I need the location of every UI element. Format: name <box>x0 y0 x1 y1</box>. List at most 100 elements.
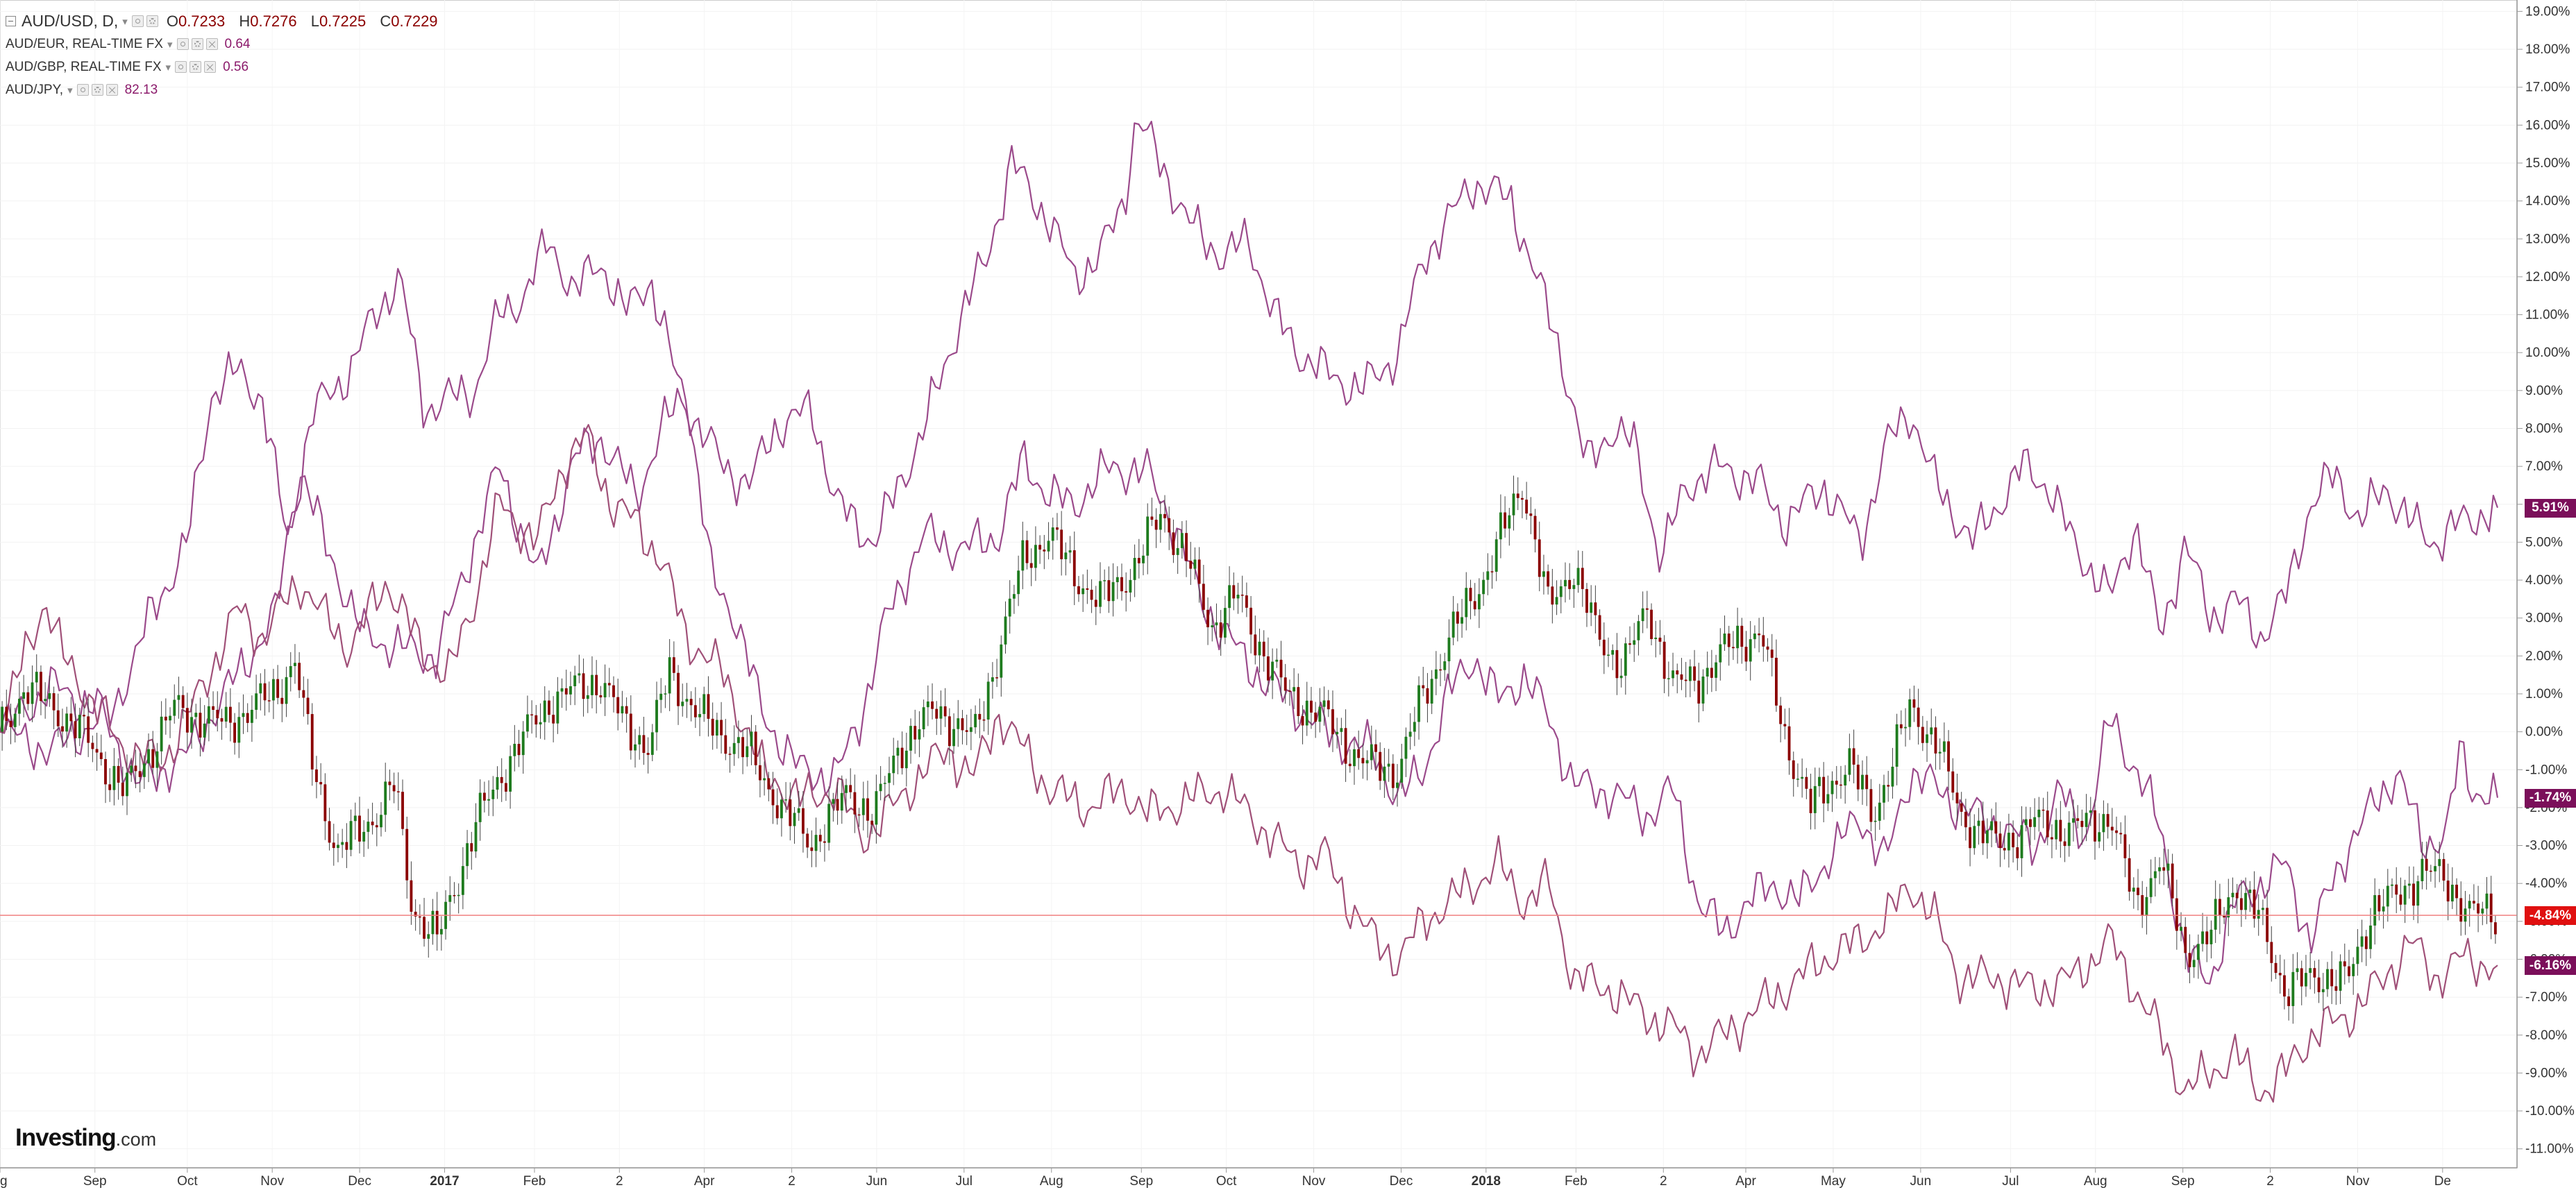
candle <box>2468 894 2471 927</box>
candle-body <box>896 747 900 756</box>
candle <box>1379 742 1382 790</box>
candle <box>1693 649 1696 692</box>
candle-body <box>2201 931 2204 944</box>
candle-body <box>401 792 404 829</box>
candle <box>2287 988 2291 1021</box>
candle <box>2477 885 2480 933</box>
candle <box>1762 617 1765 662</box>
candle <box>2266 890 2269 954</box>
candle <box>1219 610 1222 656</box>
candle <box>48 675 51 707</box>
candle <box>599 686 603 704</box>
candle <box>2051 824 2053 858</box>
candle <box>169 707 171 738</box>
candle-body <box>1021 540 1025 571</box>
candle <box>1891 747 1894 799</box>
candle <box>2421 842 2424 890</box>
candle-body <box>1043 549 1046 552</box>
chevron-down-icon[interactable]: ▾ <box>167 38 173 51</box>
candle <box>56 693 60 737</box>
eye-icon[interactable] <box>176 38 189 50</box>
candle-body <box>2063 841 2066 847</box>
candle-body <box>1848 748 1851 775</box>
candle-body <box>1840 784 1842 786</box>
candle-body <box>1185 533 1188 561</box>
y-tick-label: 2.00% <box>2525 649 2563 663</box>
candle <box>2283 959 2286 1010</box>
eye-icon[interactable] <box>131 15 144 27</box>
compare-symbol[interactable]: AUD/EUR, REAL-TIME FX <box>6 36 163 51</box>
candle <box>1826 775 1830 811</box>
candle <box>1116 566 1119 600</box>
candle <box>2464 890 2467 935</box>
gear-icon[interactable] <box>191 38 203 50</box>
candle <box>2145 887 2148 935</box>
gear-icon[interactable] <box>91 84 103 96</box>
candle-body <box>1172 532 1175 555</box>
candle <box>1917 688 1920 745</box>
candle-body <box>2434 866 2436 872</box>
candle-body <box>1060 529 1063 559</box>
x-tick-label: 2 <box>1660 1174 1667 1189</box>
candle <box>453 882 456 904</box>
candle <box>2425 841 2428 890</box>
candle-body <box>1676 670 1679 674</box>
candle-body <box>1137 558 1140 563</box>
candle <box>155 742 159 786</box>
candle-body <box>1774 657 1778 706</box>
candle-body <box>2403 885 2407 905</box>
gear-icon[interactable] <box>190 61 202 73</box>
y-tick-label: 5.00% <box>2525 535 2563 550</box>
candle-body <box>1538 539 1541 577</box>
candle <box>242 694 245 734</box>
candle <box>237 702 241 758</box>
candle <box>2399 877 2402 911</box>
candle-body <box>1861 774 1864 790</box>
candle <box>216 691 219 732</box>
close-icon[interactable] <box>205 38 218 50</box>
compare-symbol[interactable]: AUD/JPY, <box>6 82 64 97</box>
candle <box>556 677 559 734</box>
candle <box>698 697 701 736</box>
candle <box>1322 686 1326 726</box>
candle-body <box>1917 707 1920 727</box>
candle <box>1904 708 1907 747</box>
candle-body <box>914 726 917 740</box>
x-tick-label: Feb <box>1565 1174 1588 1189</box>
close-icon[interactable] <box>204 61 217 73</box>
candle <box>888 756 891 799</box>
legend-compare-row: AUD/JPY, ▾ 82.13 <box>6 78 448 101</box>
candle <box>2407 866 2411 899</box>
candle-body <box>2343 961 2346 967</box>
compare-symbol[interactable]: AUD/GBP, REAL-TIME FX <box>6 59 162 74</box>
main-symbol[interactable]: AUD/USD, D, <box>22 12 119 30</box>
candle <box>1060 511 1063 576</box>
candle-body <box>548 700 550 715</box>
candle <box>294 644 296 684</box>
candle <box>664 685 667 708</box>
candle <box>22 674 26 717</box>
chevron-down-icon[interactable]: ▾ <box>67 84 73 96</box>
eye-icon[interactable] <box>76 84 89 96</box>
candle-body <box>1559 586 1563 597</box>
x-tick-label: Jul <box>956 1174 973 1189</box>
x-tick-label: Apr <box>1735 1174 1756 1189</box>
y-tick-label: 3.00% <box>2525 611 2563 626</box>
candle <box>1926 720 1928 762</box>
candle-body <box>2037 809 2041 817</box>
candle <box>1547 564 1550 595</box>
candle <box>693 687 697 729</box>
chevron-down-icon[interactable]: ▾ <box>122 15 128 28</box>
legend-compare-row: AUD/EUR, REAL-TIME FX ▾ 0.64 <box>6 33 448 56</box>
chevron-down-icon[interactable]: ▾ <box>165 61 171 74</box>
close-icon[interactable] <box>106 84 118 96</box>
eye-icon[interactable] <box>175 61 187 73</box>
candle <box>302 676 305 717</box>
candle <box>2416 875 2420 924</box>
gear-icon[interactable] <box>146 15 158 27</box>
candle <box>1047 522 1050 560</box>
candle-body <box>720 720 723 736</box>
collapse-icon[interactable] <box>6 16 16 26</box>
